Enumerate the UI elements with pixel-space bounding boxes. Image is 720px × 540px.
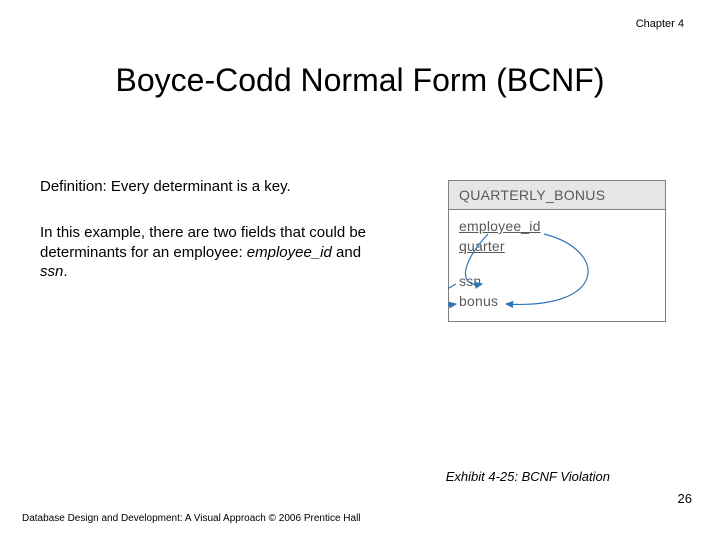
example-period: . [63, 263, 67, 280]
example-field-1: employee_id [247, 244, 332, 261]
footer-text: Database Design and Development: A Visua… [22, 513, 361, 524]
table-field-ssn: ssn [459, 271, 655, 291]
table-body: employee_id quarter ssn bonus [449, 210, 665, 321]
page-title: Boyce-Codd Normal Form (BCNF) [0, 62, 720, 99]
example-field-2: ssn [40, 263, 63, 280]
definition-text: Definition: Every determinant is a key. [40, 178, 390, 195]
table-field-employee-id: employee_id [459, 216, 655, 236]
body-text-block: Definition: Every determinant is a key. … [40, 178, 390, 282]
table-quarterly-bonus: QUARTERLY_BONUS employee_id quarter ssn … [448, 180, 666, 322]
example-text: In this example, there are two fields th… [40, 223, 390, 282]
exhibit-caption: Exhibit 4-25: BCNF Violation [446, 469, 610, 484]
table-header: QUARTERLY_BONUS [449, 181, 665, 210]
example-and: and [332, 244, 361, 261]
table-field-quarter: quarter [459, 236, 655, 256]
table-field-bonus: bonus [459, 291, 655, 311]
chapter-label: Chapter 4 [636, 18, 684, 30]
page-number: 26 [678, 491, 692, 506]
